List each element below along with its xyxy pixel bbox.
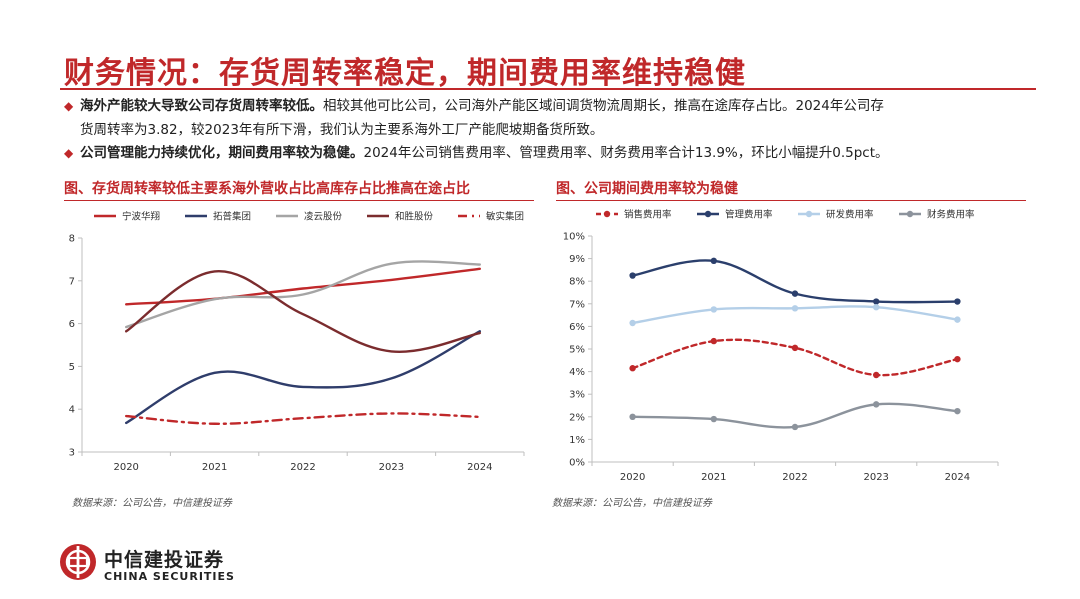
- data-point: [710, 306, 717, 313]
- legend-label: 凌云股份: [304, 211, 343, 223]
- china-securities-logo-icon: [60, 544, 96, 580]
- series-line-拓普集团: [125, 330, 481, 425]
- legend-label: 宁波华翔: [122, 211, 160, 223]
- x-tick-label: 2023: [863, 472, 888, 482]
- y-tick-label: 1%: [569, 435, 585, 446]
- bullet-inventory-text-line2: 货周转率为3.82，较2023年有所下滑，我们认为主要系海外工厂产能爬坡期备货所…: [80, 122, 604, 138]
- right-chart-title-rule: [556, 200, 1026, 201]
- series-line-和胜股份: [125, 270, 481, 354]
- data-point: [873, 371, 880, 379]
- legend-label: 敏实集团: [486, 211, 524, 223]
- inventory-turnover-chart: 3 4 5 6 7 8 2020 2021 2022 2023 2024 宁波华翔 拓普集团 凌云股份 和胜…: [69, 211, 525, 473]
- bullet-diamond-icon: ◆: [64, 146, 74, 160]
- x-tick-label: 2022: [782, 472, 807, 482]
- y-tick-label: 4%: [569, 367, 585, 378]
- title-divider: [60, 88, 1036, 90]
- expense-ratio-chart: 0% 1% 2% 3% 4% 5% 6% 7% 8% 9% 10% 2020 2021 2022 2023 2…: [563, 209, 999, 482]
- data-point: [954, 355, 961, 363]
- left-chart-title-rule: [64, 200, 534, 201]
- data-point: [791, 344, 799, 352]
- x-tick-label: 2021: [701, 472, 726, 482]
- x-tick-label: 2021: [202, 462, 227, 473]
- bullet-expense-bold: 公司管理能力持续优化，期间费用率较为稳健。: [80, 145, 364, 161]
- legend-marker: [603, 210, 611, 218]
- y-tick-label: 6: [69, 319, 75, 330]
- legend-label: 财务费用率: [927, 209, 975, 221]
- series-line-敏实集团: [125, 412, 481, 425]
- x-tick-label: 2020: [113, 462, 138, 473]
- legend-label: 拓普集团: [213, 211, 251, 223]
- data-point: [791, 305, 799, 312]
- y-tick-label: 9%: [569, 254, 585, 265]
- data-point: [954, 316, 961, 323]
- data-point: [629, 413, 636, 420]
- legend-marker: [805, 210, 813, 218]
- y-tick-label: 5: [69, 362, 75, 373]
- bullet-inventory-text-line1: 相较其他可比公司，公司海外产能区域间调货物流周期长，推高在途库存占比。2024年…: [323, 98, 884, 114]
- y-tick-label: 8%: [569, 277, 585, 288]
- data-point: [791, 423, 799, 431]
- y-tick-label: 2%: [569, 412, 585, 423]
- y-tick-label: 7: [69, 276, 75, 287]
- legend-marker: [906, 210, 914, 218]
- logo-name-en: CHINA SECURITIES: [104, 570, 235, 583]
- data-point: [710, 337, 717, 345]
- data-point: [629, 319, 636, 327]
- x-tick-label: 2020: [620, 472, 645, 482]
- legend-label: 管理费用率: [725, 209, 773, 221]
- y-tick-label: 0%: [569, 458, 585, 469]
- data-point: [710, 257, 717, 265]
- data-point: [873, 401, 880, 408]
- series-line-凌云股份: [125, 260, 481, 329]
- legend-label: 研发费用率: [826, 209, 874, 221]
- bullet-expense: ◆ 公司管理能力持续优化，期间费用率较为稳健。2024年公司销售费用率、管理费用…: [64, 141, 1054, 165]
- x-tick-label: 2022: [290, 462, 315, 473]
- x-tick-label: 2024: [467, 462, 492, 473]
- y-tick-label: 10%: [563, 232, 585, 243]
- series-line-宁波华翔: [125, 267, 481, 306]
- y-tick-label: 7%: [569, 299, 585, 310]
- legend-marker: [704, 210, 712, 218]
- left-chart-source: 数据来源：公司公告，中信建投证券: [72, 498, 232, 509]
- y-tick-label: 8: [69, 234, 75, 245]
- x-tick-label: 2024: [945, 472, 970, 482]
- bullet-expense-text: 2024年公司销售费用率、管理费用率、财务费用率合计13.9%，环比小幅提升0.…: [363, 145, 889, 161]
- y-tick-label: 6%: [569, 322, 585, 333]
- bullet-inventory-bold: 海外产能较大导致公司存货周转率较低。: [80, 98, 323, 114]
- logo-name-cn: 中信建投证券: [104, 549, 225, 571]
- right-chart-title: 图、公司期间费用率较为稳健: [556, 181, 738, 197]
- left-chart-title: 图、存货周转率较低主要系海外营收占比高库存占比推高在途占比: [64, 181, 470, 197]
- data-point: [954, 298, 961, 305]
- bullet-diamond-icon: ◆: [64, 99, 74, 113]
- legend-label: 和胜股份: [395, 211, 434, 223]
- page-title: 财务情况：存货周转率稳定，期间费用率维持稳健: [64, 56, 746, 91]
- y-tick-label: 5%: [569, 345, 585, 356]
- legend-label: 销售费用率: [624, 209, 672, 221]
- y-tick-label: 4: [69, 405, 75, 416]
- y-tick-label: 3%: [569, 390, 585, 401]
- data-point: [791, 290, 799, 297]
- data-point: [954, 407, 961, 415]
- data-point: [629, 365, 636, 372]
- y-tick-label: 3: [69, 448, 75, 459]
- data-point: [873, 298, 880, 305]
- bullet-inventory: ◆ 海外产能较大导致公司存货周转率较低。相较其他可比公司，公司海外产能区域间调货…: [64, 94, 1034, 142]
- data-point: [629, 272, 636, 279]
- data-point: [873, 303, 880, 311]
- x-tick-label: 2023: [379, 462, 404, 473]
- right-chart-source: 数据来源：公司公告，中信建投证券: [552, 498, 712, 509]
- data-point: [710, 415, 717, 423]
